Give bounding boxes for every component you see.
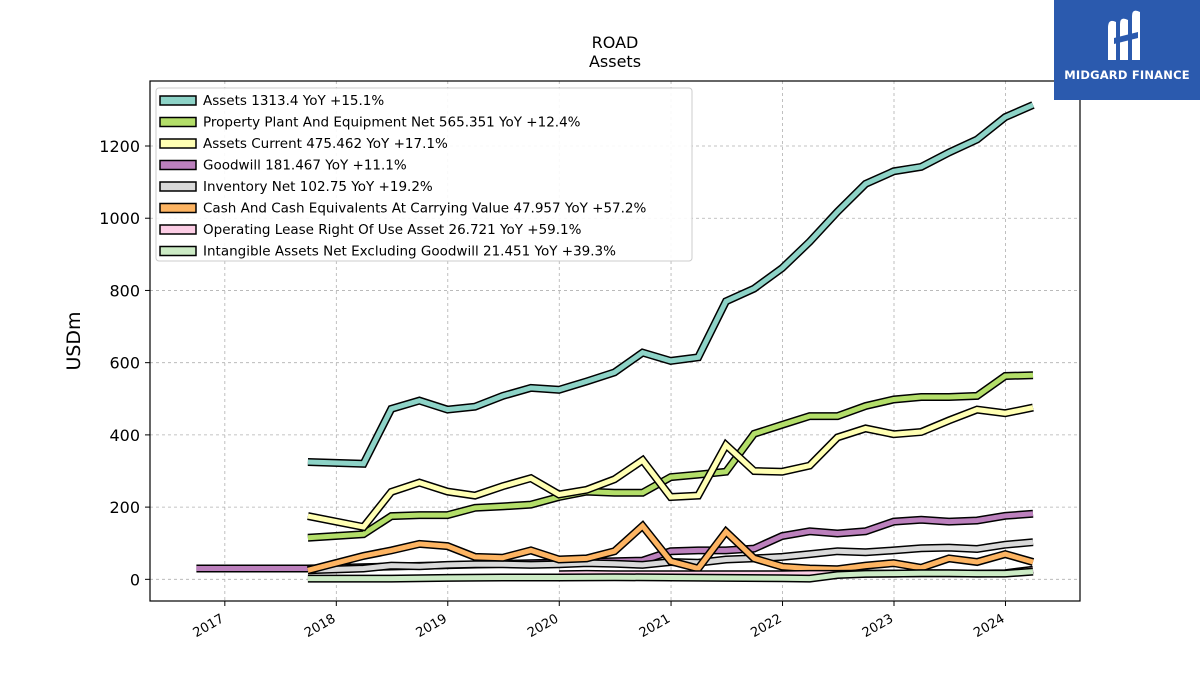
- legend-swatch: [159, 202, 197, 214]
- y-axis-ticks: 0 200 400 600 800 1000 1200: [99, 137, 150, 589]
- midgard-logo-icon: [1108, 10, 1140, 61]
- y-tick-label: 1000: [99, 209, 140, 228]
- x-tick-label: 2022: [748, 611, 784, 641]
- legend: Assets 1313.4 YoY +15.1% Property Plant A…: [155, 87, 693, 262]
- series-line: [307, 522, 1034, 573]
- legend-swatch: [159, 224, 197, 235]
- legend-entry-label: Operating Lease Right Of Use Asset 26.72…: [203, 222, 582, 238]
- series-group: [307, 403, 1034, 532]
- series-line-outline: [307, 403, 1034, 532]
- y-tick-label: 1200: [99, 137, 140, 156]
- legend-swatch: [159, 159, 197, 171]
- y-axis-label: USDm: [63, 311, 85, 370]
- legend-entry-label: Assets Current 475.462 YoY +17.1%: [203, 136, 448, 152]
- series-lines: [196, 101, 1035, 583]
- legend-entry-label: Cash And Cash Equivalents At Carrying Va…: [203, 201, 647, 217]
- series-line: [307, 569, 1034, 582]
- y-tick-label: 400: [109, 426, 140, 445]
- x-tick-label: 2020: [525, 611, 561, 641]
- series-line: [307, 102, 1034, 467]
- x-tick-label: 2023: [860, 611, 896, 641]
- brand-logo: MIDGARD FINANCE: [1054, 0, 1200, 100]
- x-tick-label: 2024: [971, 611, 1007, 641]
- chart-subtitle: Assets: [589, 52, 641, 71]
- legend-box: [155, 87, 693, 262]
- chart-title: ROAD: [592, 33, 639, 52]
- y-tick-label: 600: [109, 354, 140, 373]
- legend-swatch: [159, 116, 197, 128]
- legend-entry-label: Goodwill 181.467 YoY +11.1%: [203, 158, 407, 174]
- series-group: [307, 101, 1035, 468]
- y-tick-label: 0: [130, 570, 140, 589]
- legend-entry-label: Intangible Assets Net Excluding Goodwill…: [203, 244, 616, 260]
- x-axis-ticks: 2017 2018 2019 2020 2021 2022 2023 2024: [191, 601, 1007, 641]
- brand-name: MIDGARD FINANCE: [1064, 68, 1190, 82]
- series-group: [307, 567, 1034, 583]
- legend-swatch: [159, 181, 197, 192]
- legend-swatch: [159, 245, 197, 257]
- series-group: [306, 520, 1035, 575]
- legend-entry-label: Property Plant And Equipment Net 565.351…: [203, 115, 581, 131]
- x-tick-label: 2018: [302, 611, 338, 641]
- series-group: [307, 371, 1034, 542]
- series-line: [307, 372, 1034, 541]
- legend-swatch: [159, 138, 197, 149]
- legend-entry-label: Inventory Net 102.75 YoY +19.2%: [203, 179, 433, 195]
- y-tick-label: 200: [109, 498, 140, 517]
- legend-swatch: [159, 95, 197, 106]
- x-tick-label: 2019: [414, 611, 450, 641]
- x-tick-label: 2021: [637, 611, 673, 641]
- legend-entry-label: Assets 1313.4 YoY +15.1%: [203, 93, 384, 109]
- x-tick-label: 2017: [191, 611, 227, 641]
- plot-frame: [149, 80, 1081, 602]
- y-tick-label: 800: [109, 281, 140, 300]
- series-line: [307, 405, 1034, 530]
